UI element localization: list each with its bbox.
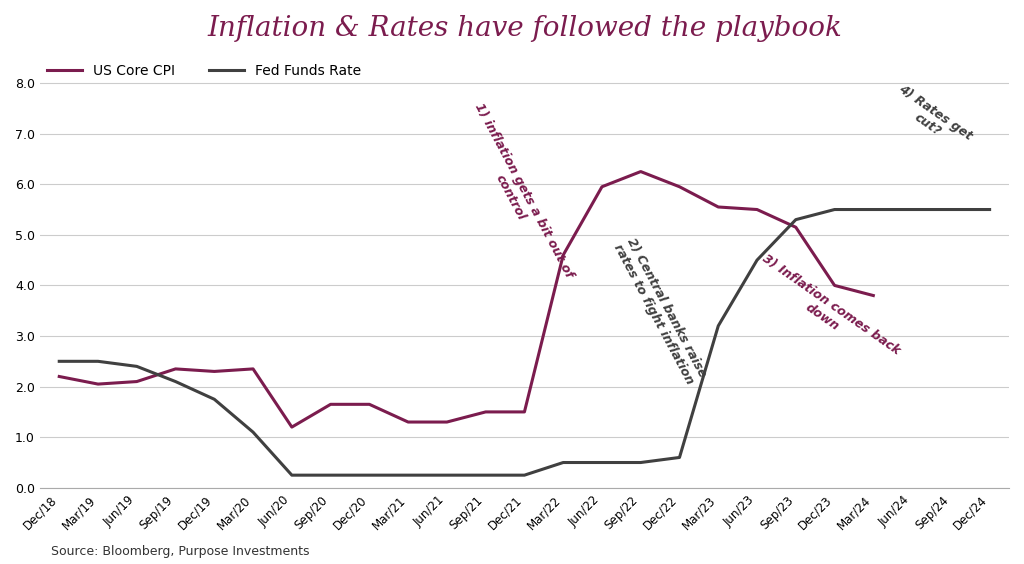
Text: 1) inflation gets a bit out of
control: 1) inflation gets a bit out of control <box>459 102 575 288</box>
Title: Inflation & Rates have followed the playbook: Inflation & Rates have followed the play… <box>207 15 842 42</box>
Text: 2) Central banks raise
rates to fight inflation: 2) Central banks raise rates to fight in… <box>611 235 710 386</box>
Text: Source: Bloomberg, Purpose Investments: Source: Bloomberg, Purpose Investments <box>51 545 309 558</box>
Text: 3) Inflation comes back
down: 3) Inflation comes back down <box>752 252 902 369</box>
Text: 4) Rates get
cut?: 4) Rates get cut? <box>888 82 975 155</box>
Legend: US Core CPI, Fed Funds Rate: US Core CPI, Fed Funds Rate <box>47 64 361 78</box>
